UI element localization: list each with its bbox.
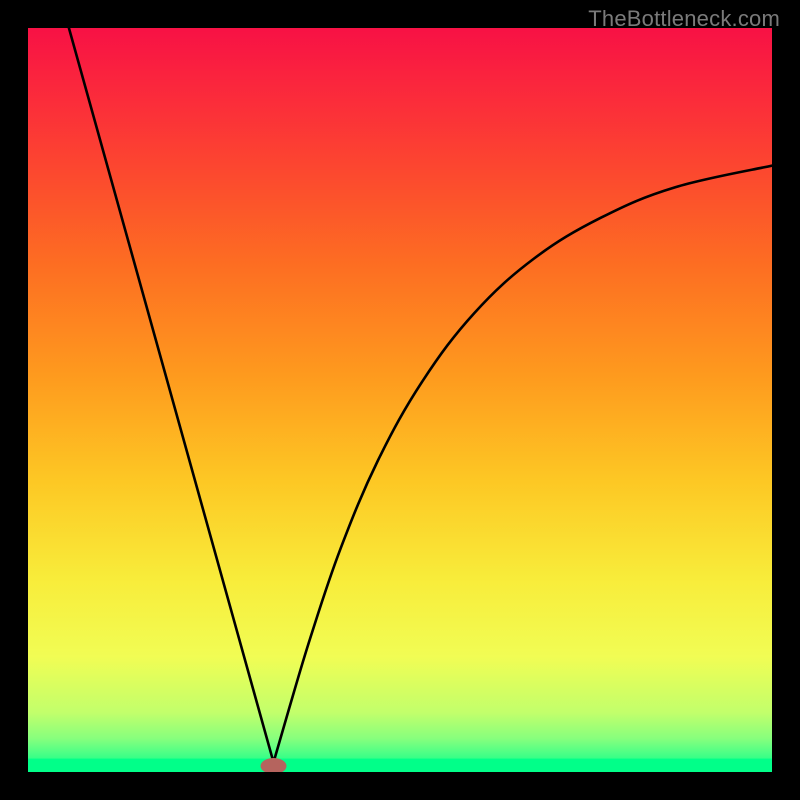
green-baseline-band [28,759,772,772]
bottleneck-chart [28,28,772,772]
chart-background [28,28,772,772]
watermark-text: TheBottleneck.com [588,6,780,32]
chart-svg [28,28,772,772]
